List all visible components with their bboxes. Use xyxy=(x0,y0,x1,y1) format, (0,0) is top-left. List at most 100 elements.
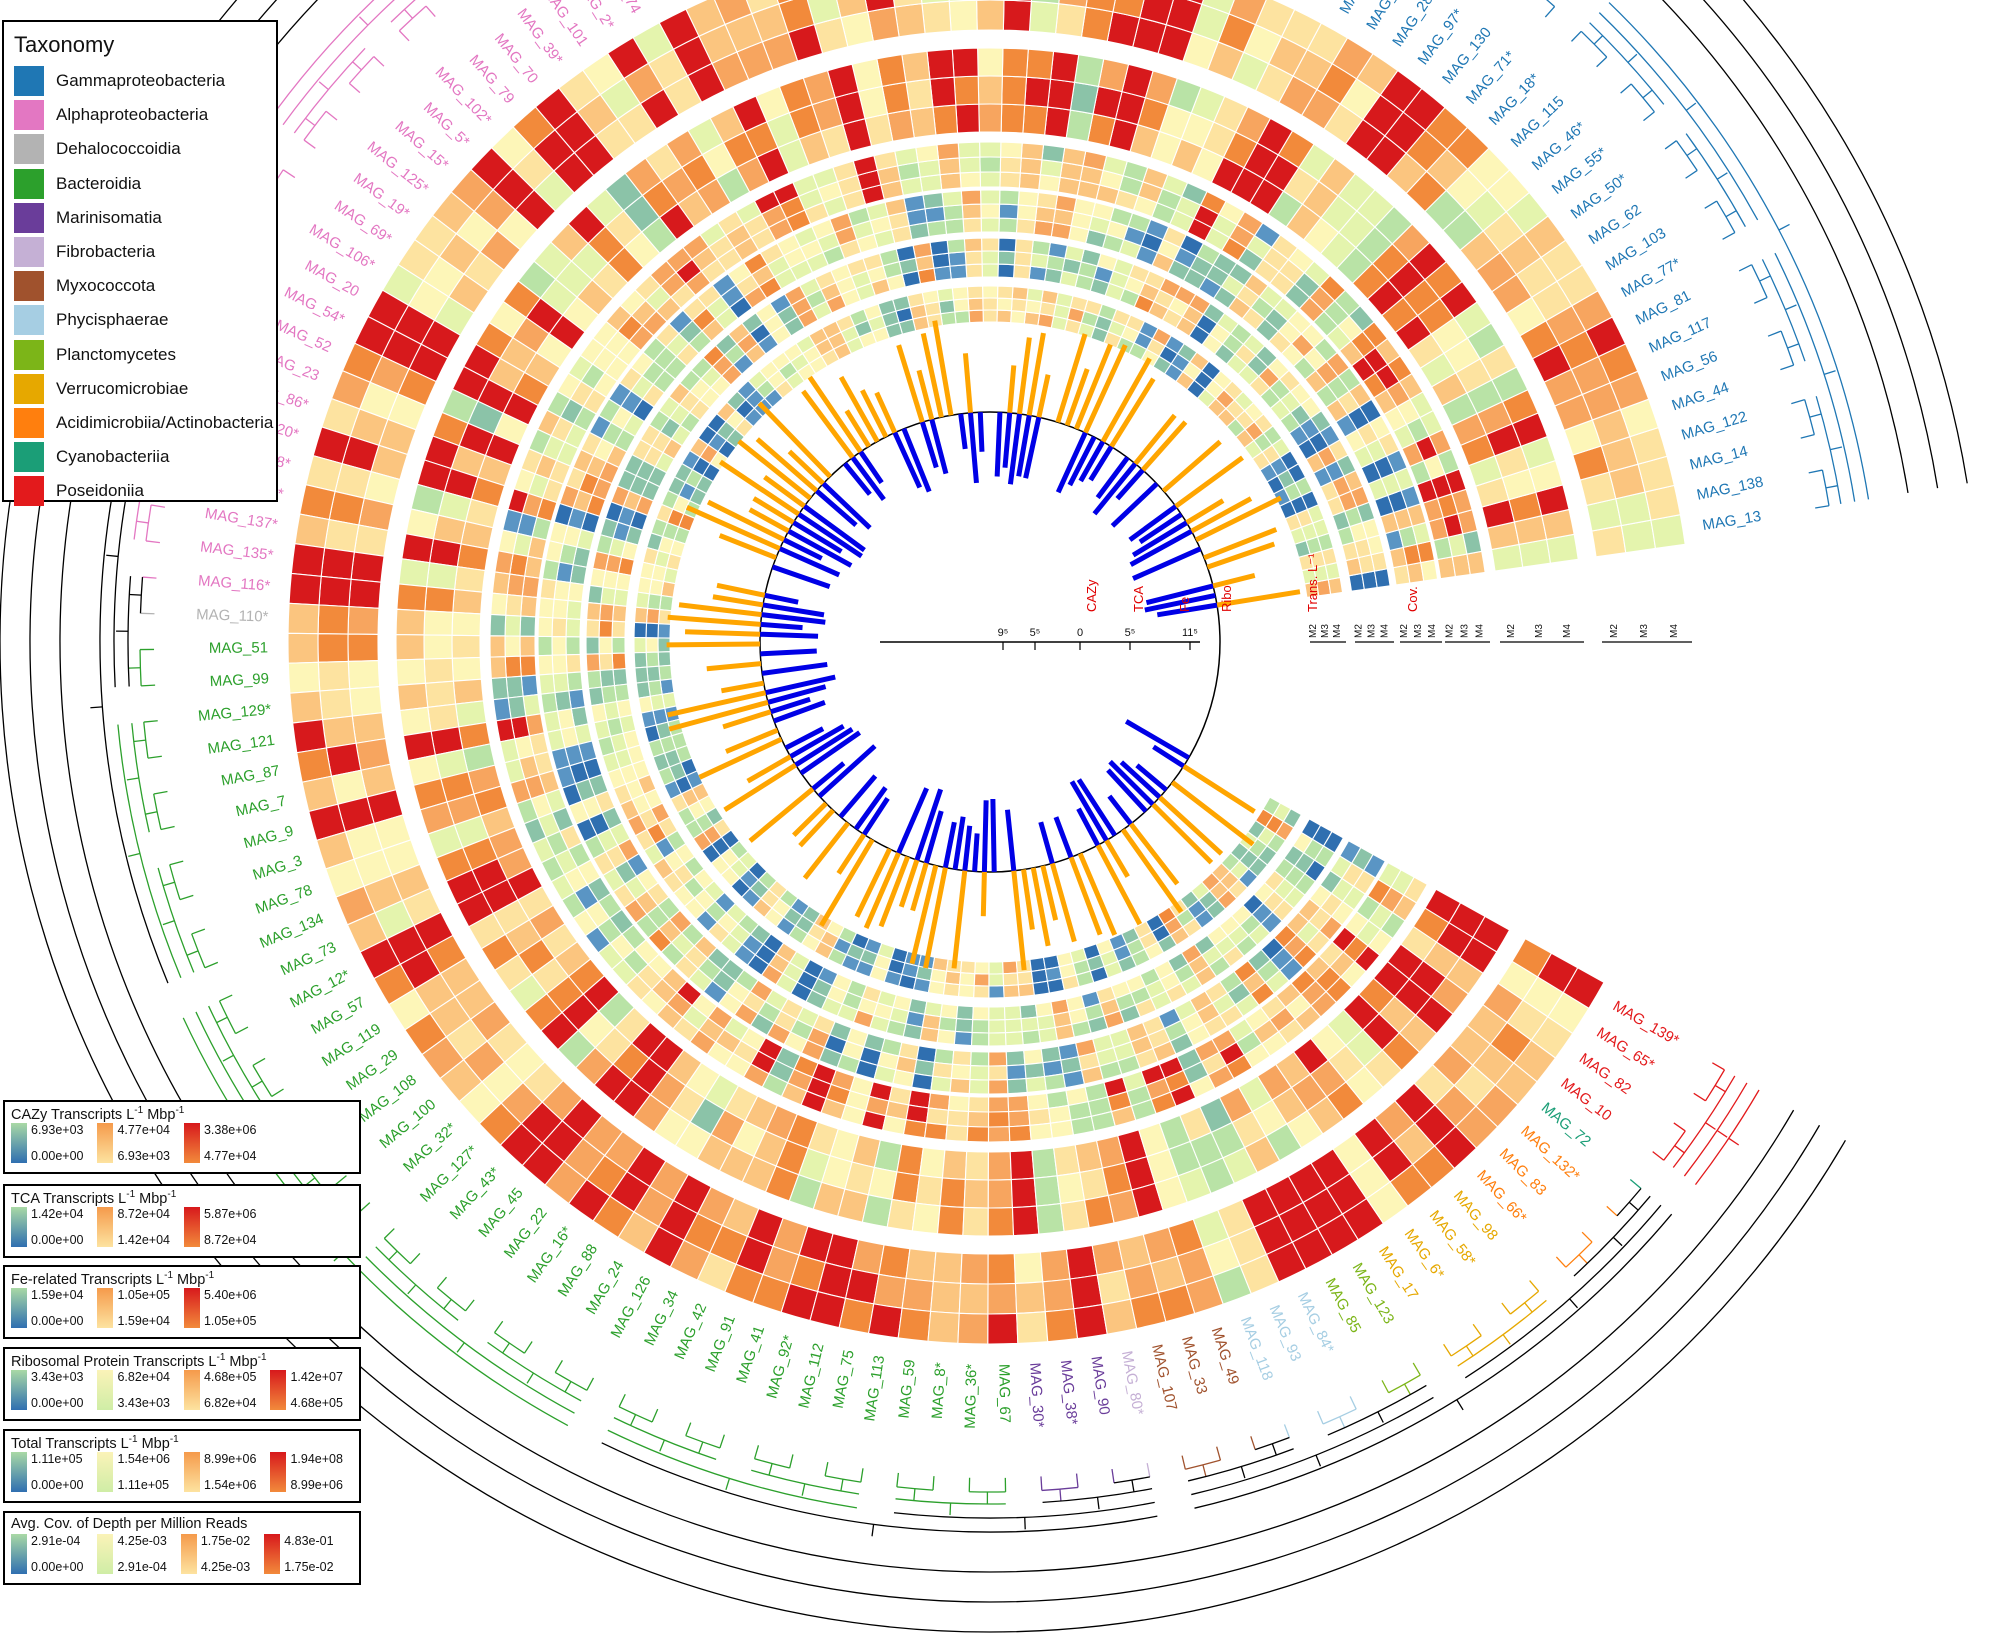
heatmap-cell xyxy=(1142,166,1169,190)
heatmap-cell xyxy=(1343,469,1364,492)
heatmap-cell xyxy=(1255,345,1278,368)
heatmap-cell xyxy=(441,388,479,424)
heatmap-cell xyxy=(896,1143,924,1176)
heatmap-cell xyxy=(643,843,665,867)
heatmap-cell xyxy=(1294,476,1314,497)
heatmap-cell xyxy=(690,356,714,380)
tree-leaf-branch xyxy=(179,894,194,901)
scale-max-label: 1.42e+04 xyxy=(31,1207,84,1221)
heatmap-cell xyxy=(725,390,747,412)
heatmap-cell xyxy=(1424,260,1463,300)
heatmap-cell xyxy=(597,942,625,971)
tree-leaf-branch xyxy=(1738,264,1752,272)
bar-chart-baseline-circle xyxy=(759,411,1221,873)
mag-label: MAG_52 xyxy=(273,317,334,357)
color-gradient-swatch xyxy=(11,1534,27,1574)
heatmap-cell xyxy=(1253,413,1274,435)
heatmap-cell xyxy=(755,85,790,123)
heatmap-cell xyxy=(451,634,481,659)
tree-stem xyxy=(443,1299,452,1310)
heatmap-cell xyxy=(566,671,584,692)
heatmap-cell xyxy=(987,1206,1015,1237)
tree-node-arc xyxy=(1322,1408,1357,1425)
heatmap-cell xyxy=(658,8,700,51)
heatmap-cell xyxy=(489,635,506,658)
heatmap-cell xyxy=(1287,309,1313,335)
heatmap-cell xyxy=(1228,0,1267,26)
scale-min-label: 1.75e-02 xyxy=(284,1560,334,1574)
mag-label: MAG_93 xyxy=(1266,1303,1305,1364)
tree-leaf-branch xyxy=(153,790,168,795)
mag-label: MAG_7 xyxy=(234,792,287,820)
heatmap-cell xyxy=(1199,190,1227,216)
tree-stem xyxy=(840,1479,844,1492)
heatmap-cell xyxy=(397,238,441,282)
heatmap-cell xyxy=(1073,1303,1108,1340)
heatmap-cell xyxy=(633,651,648,669)
bar-outward xyxy=(1083,344,1128,434)
legend-label: Gammaproteobacteria xyxy=(56,71,226,91)
ring-row-label: M3 xyxy=(1320,624,1331,638)
scale-legend: TCA Transcripts L-1 Mbp-1 1.42e+04 0.00e+0… xyxy=(3,1184,361,1258)
heatmap-cell xyxy=(988,985,1005,999)
heatmap-cell xyxy=(451,656,482,682)
heatmap-cell xyxy=(1134,1047,1159,1070)
color-gradient-swatch xyxy=(97,1452,114,1492)
mag-label: MAG_42 xyxy=(671,1301,710,1362)
heatmap-cell xyxy=(1023,311,1041,327)
tree-stem xyxy=(526,1372,534,1384)
tree-node-arc xyxy=(618,1406,653,1423)
heatmap-cell xyxy=(1363,1049,1403,1089)
heatmap-cell xyxy=(662,871,685,894)
heatmap-cell xyxy=(1398,1014,1438,1054)
heatmap-rings xyxy=(287,0,1686,1345)
heatmap-cell xyxy=(1017,190,1039,208)
bar-outward xyxy=(923,867,948,969)
tree-leaf-branch xyxy=(142,576,157,579)
heatmap-cell xyxy=(540,1011,580,1051)
color-gradient-swatch xyxy=(97,1288,114,1328)
heatmap-cell xyxy=(1020,1016,1040,1033)
bar-inward xyxy=(797,512,863,559)
heatmap-cell xyxy=(1061,146,1087,167)
heatmap-cell xyxy=(608,382,632,408)
heatmap-cell xyxy=(957,1312,989,1345)
mag-label: MAG_129* xyxy=(197,701,272,725)
tree-leaf-branch xyxy=(1629,1178,1642,1189)
scale-min-label: 1.05e+05 xyxy=(203,1314,257,1328)
heatmap-cell xyxy=(1466,550,1486,576)
heatmap-cell xyxy=(1025,48,1055,80)
bar-outward xyxy=(720,680,765,694)
heatmap-cell xyxy=(353,524,389,557)
heatmap-cell xyxy=(349,686,383,717)
mag-label: MAG_41 xyxy=(733,1324,768,1386)
heatmap-cell xyxy=(676,806,697,827)
heatmap-cell xyxy=(783,284,807,307)
tree-node-arc xyxy=(487,1341,582,1402)
scale-legend-item: 8.99e+06 1.54e+06 xyxy=(183,1452,256,1492)
scale-legend-title: Fe-related Transcripts L-1 Mbp-1 xyxy=(11,1270,215,1288)
tree-stem xyxy=(1593,35,1604,45)
heatmap-cell xyxy=(672,884,696,908)
heatmap-cell xyxy=(960,1252,989,1285)
heatmap-cell xyxy=(607,767,627,790)
bar-outward xyxy=(725,727,779,754)
heatmap-cell xyxy=(566,599,583,620)
heatmap-cell xyxy=(891,295,911,312)
heatmap-cell xyxy=(1042,1278,1075,1313)
heatmap-cell xyxy=(1234,993,1260,1018)
bar-outward xyxy=(698,736,783,780)
heatmap-cell xyxy=(980,217,1000,233)
bar-outward xyxy=(1128,822,1180,886)
axis-tick-label: 11⁵ xyxy=(1182,627,1198,639)
heatmap-cell xyxy=(423,610,454,636)
heatmap-cell xyxy=(714,333,738,356)
heatmap-cell xyxy=(923,1122,948,1141)
heatmap-cell xyxy=(1261,1030,1289,1057)
heatmap-cell xyxy=(947,251,967,267)
bar-outward xyxy=(737,439,812,501)
heatmap-cell xyxy=(747,369,769,391)
heatmap-cell xyxy=(1270,234,1299,261)
heatmap-cell xyxy=(1032,980,1051,996)
heatmap-cell xyxy=(996,297,1013,312)
